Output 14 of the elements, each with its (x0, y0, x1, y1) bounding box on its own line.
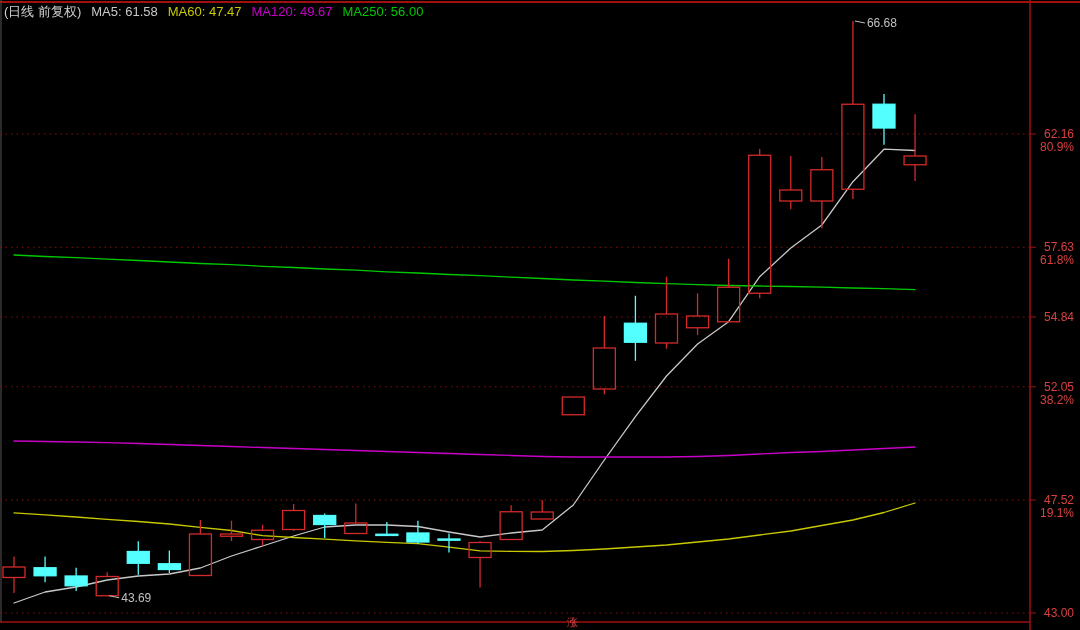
text: MA120: 49.67 (251, 4, 333, 19)
y-tick-label: 54.84 (1043, 310, 1075, 324)
text: MA60: 47.47 (167, 4, 242, 19)
y-tick-label: 47.52 19.1% (1039, 493, 1075, 520)
y-tick-label: 62.16 80.9% (1039, 127, 1075, 154)
chart-title: (日线 前复权) (4, 4, 82, 19)
annotation: 43.69 (121, 590, 152, 605)
y-tick-label: 52.05 38.2% (1039, 379, 1075, 407)
y-tick-label: 43.00 (1043, 606, 1075, 620)
y-tick-label: 57.63 61.8% (1039, 240, 1075, 268)
text: MA250: 56.00 (342, 4, 424, 19)
annotation: 涨 (566, 616, 578, 628)
annotation: 66.68 (866, 16, 898, 30)
text: MA5: 61.58 (91, 4, 158, 19)
